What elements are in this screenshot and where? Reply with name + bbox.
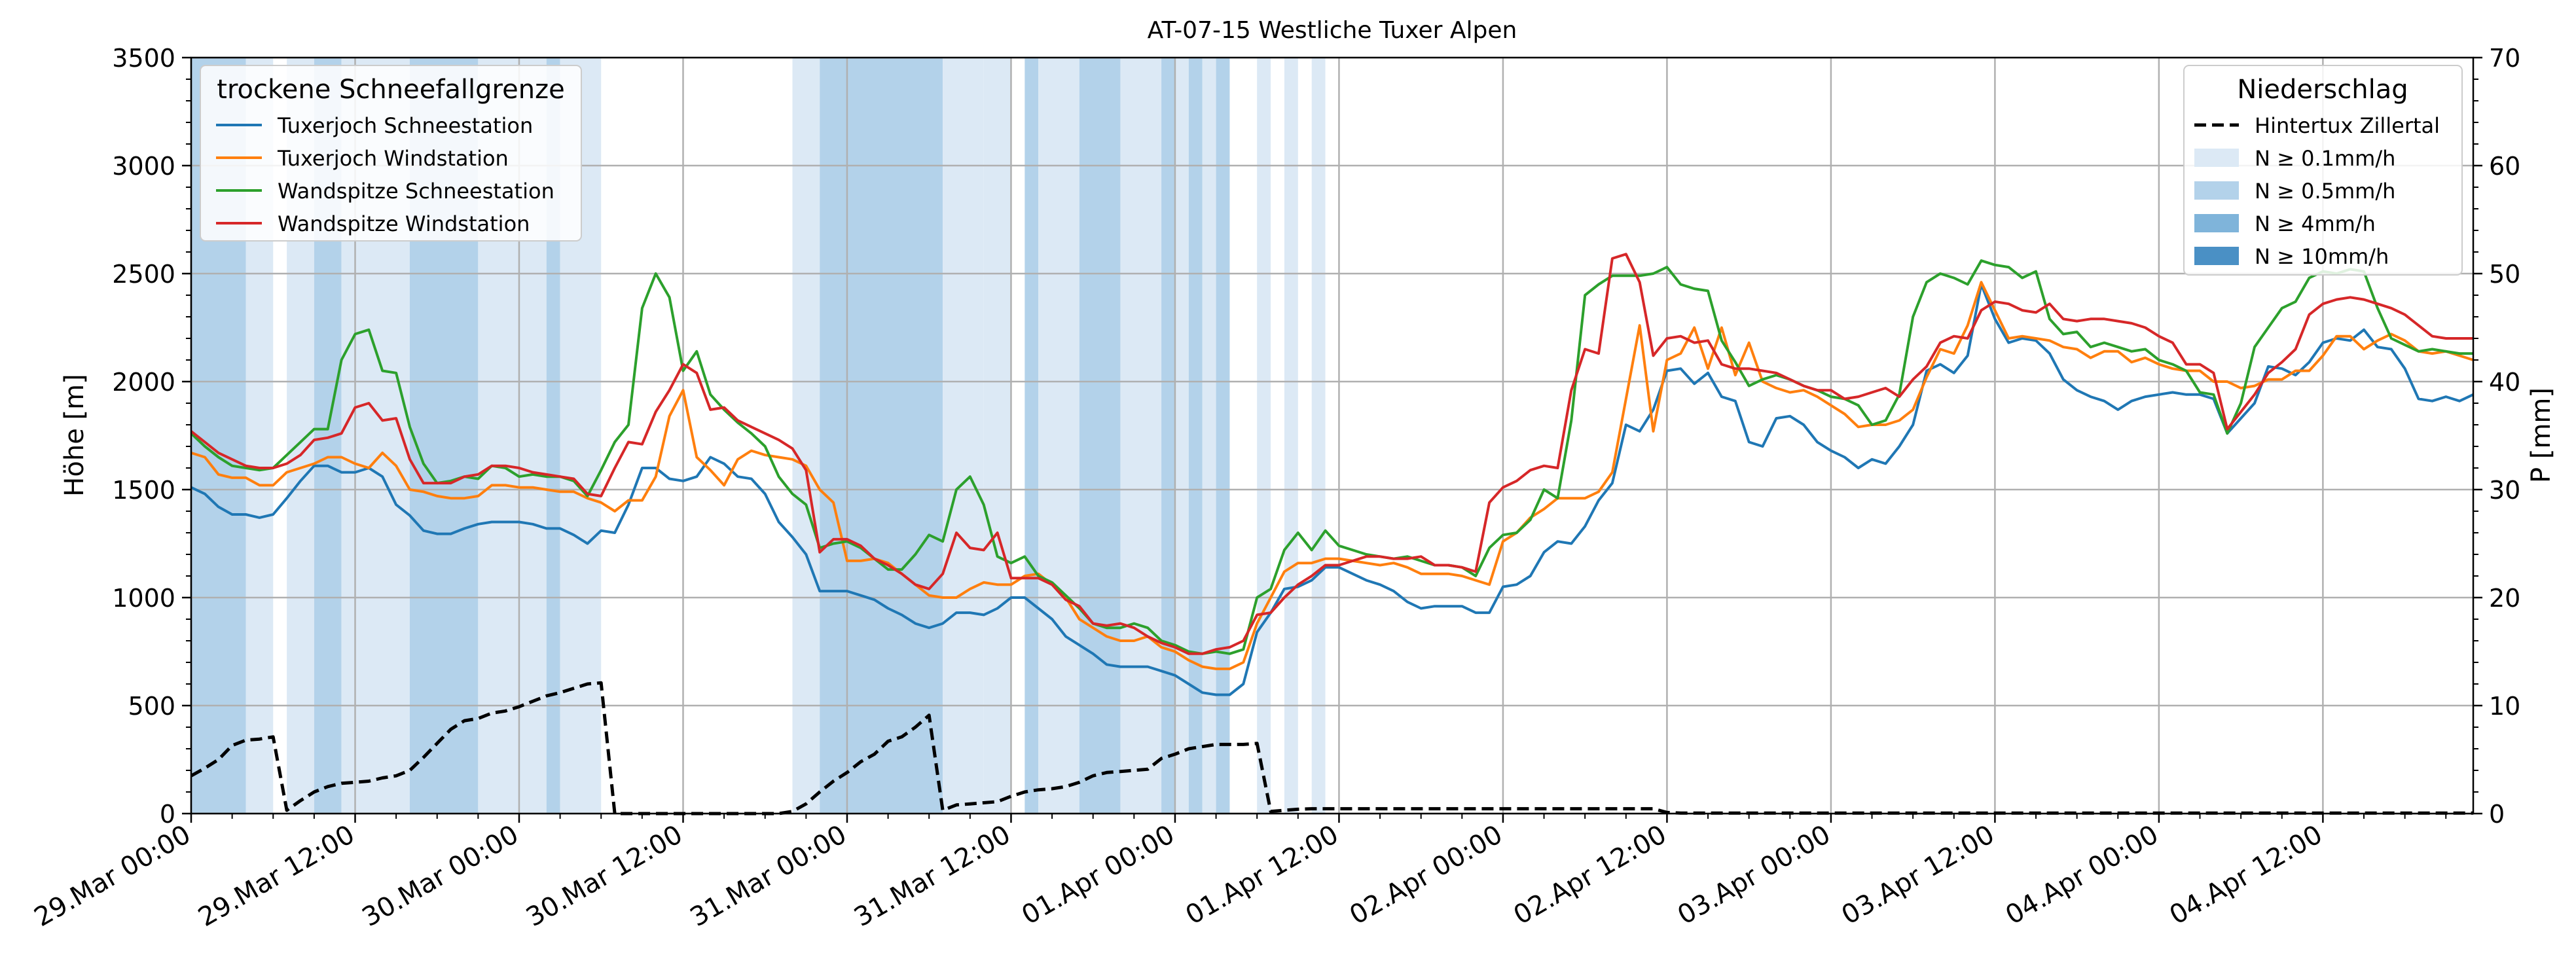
precip-band	[1038, 58, 1079, 814]
precip-band	[943, 58, 984, 814]
legend-right-label: N ≥ 0.1mm/h	[2255, 146, 2395, 171]
y2-tick-label: 70	[2489, 44, 2520, 73]
legend-left-label: Tuxerjoch Schneestation	[277, 113, 533, 138]
y-tick-label: 1500	[112, 476, 175, 505]
legend-right-swatch	[2194, 181, 2239, 200]
legend-left-title: trockene Schneefallgrenze	[217, 75, 564, 105]
legend-right-label: N ≥ 4mm/h	[2255, 211, 2376, 236]
series-line	[190, 681, 2473, 816]
precip-band	[1257, 58, 1271, 814]
precip-band	[820, 58, 943, 814]
series-line	[190, 283, 2474, 696]
precip-band	[792, 58, 820, 814]
precip-band	[1216, 58, 1230, 814]
y-tick-label: 3500	[112, 44, 175, 73]
legend-left-box	[200, 65, 582, 242]
plot-frame	[190, 56, 2475, 815]
legend-right-box	[2183, 65, 2463, 276]
y2-tick-label: 40	[2489, 368, 2520, 397]
y-tick-label: 1000	[112, 584, 175, 613]
precip-band	[1161, 58, 1175, 814]
legend-right-swatch	[2194, 247, 2239, 265]
precip-band	[983, 58, 1011, 814]
precip-band	[546, 58, 560, 814]
precip-band	[1284, 58, 1298, 814]
y2-tick-label: 30	[2489, 476, 2520, 505]
legend-right-label: N ≥ 10mm/h	[2255, 244, 2389, 269]
precip-band	[1188, 58, 1203, 814]
precip-band	[1202, 58, 1216, 814]
y-tick-label: 0	[160, 800, 175, 829]
legend-left-label: Wandspitze Windstation	[278, 211, 530, 236]
legend-right-swatch	[2194, 149, 2239, 167]
legend-left-items: Tuxerjoch Schneestation Tuxerjoch Windsta…	[216, 113, 554, 236]
legend-left-label: Wandspitze Schneestation	[278, 179, 554, 204]
y-tick-label: 2500	[112, 260, 175, 289]
legend-right-title: Niederschlag	[2237, 75, 2408, 105]
legend-right-swatch	[2194, 214, 2239, 232]
y2-tick-label: 60	[2489, 152, 2520, 181]
legend-left: trockene Schneefallgrenze Tuxerjoch Schn…	[200, 65, 582, 242]
legend-right: Niederschlag Hintertux Zillertal N ≥ 0.1m…	[2183, 65, 2463, 276]
series-line	[190, 259, 2473, 655]
legend-right-label: Hintertux Zillertal	[2255, 113, 2440, 138]
legend-left-label: Tuxerjoch Windstation	[277, 146, 509, 171]
y2-tick-label: 0	[2489, 800, 2505, 829]
y-axis-label: Höhe [m]	[60, 374, 90, 496]
precip-band	[1174, 58, 1189, 814]
precip-band	[1025, 58, 1039, 814]
legend-right-items: Hintertux Zillertal N ≥ 0.1mm/h N ≥ 0.5mm/…	[2194, 113, 2440, 269]
precip-band	[1120, 58, 1162, 814]
precip-band	[1311, 58, 1326, 814]
y-tick-label: 2000	[112, 368, 175, 397]
precip-band	[1079, 58, 1121, 814]
y2-tick-label: 10	[2489, 692, 2520, 721]
legend-right-label: N ≥ 0.5mm/h	[2255, 179, 2395, 204]
y2-tick-label: 20	[2489, 584, 2520, 613]
chart-title: AT-07-15 Westliche Tuxer Alpen	[1148, 17, 1517, 44]
series-line	[190, 253, 2473, 655]
series-lines	[190, 253, 2474, 816]
y-tick-label: 3000	[112, 152, 175, 181]
y-tick-label: 500	[128, 692, 175, 721]
series-line	[190, 281, 2474, 670]
y2-tick-label: 50	[2489, 260, 2520, 289]
y2-axis-label: P [mm]	[2526, 387, 2556, 483]
